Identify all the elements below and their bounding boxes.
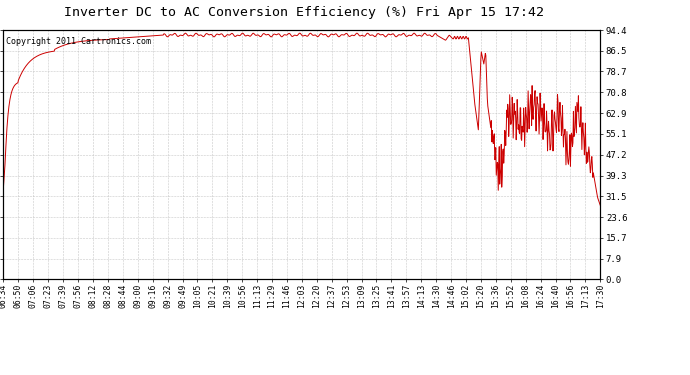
Text: Inverter DC to AC Conversion Efficiency (%) Fri Apr 15 17:42: Inverter DC to AC Conversion Efficiency … (63, 6, 544, 19)
Text: Copyright 2011 Cartronics.com: Copyright 2011 Cartronics.com (6, 38, 151, 46)
